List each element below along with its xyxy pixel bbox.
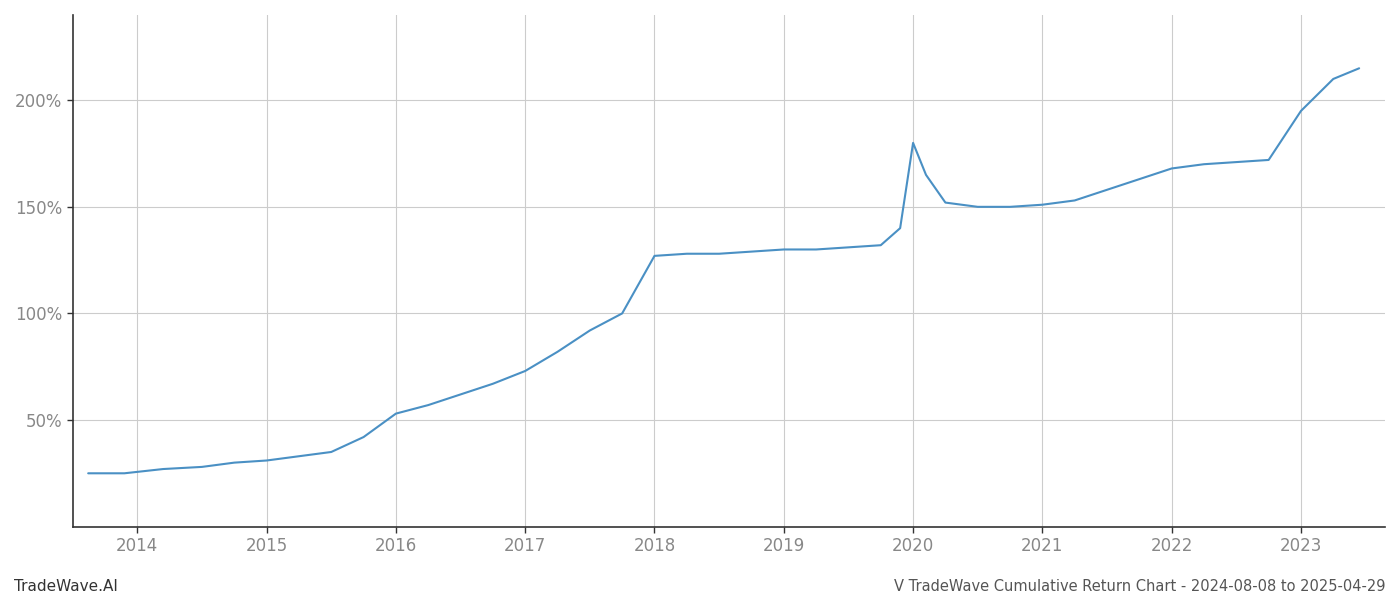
Text: TradeWave.AI: TradeWave.AI [14,579,118,594]
Text: V TradeWave Cumulative Return Chart - 2024-08-08 to 2025-04-29: V TradeWave Cumulative Return Chart - 20… [895,579,1386,594]
